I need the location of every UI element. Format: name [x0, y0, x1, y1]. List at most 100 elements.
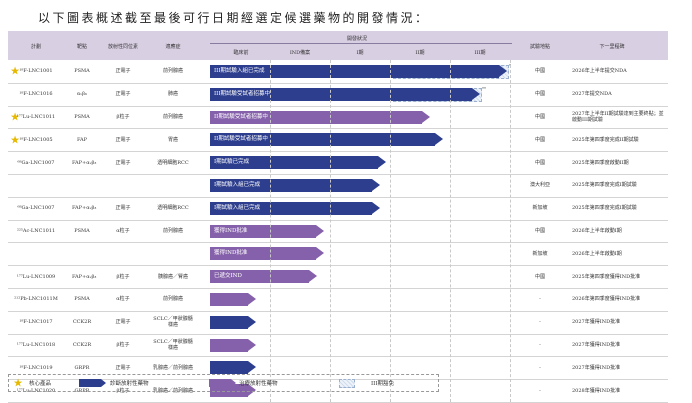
bar-label: III期試驗受試者招募中	[214, 90, 271, 97]
milestone-cell: 2027年上半年II期試驗達到主要終點；並啟動III期試驗	[572, 111, 664, 123]
region-cell: 中國	[534, 68, 546, 75]
header-phase2: II期	[415, 50, 425, 56]
target-cell: PSMA	[74, 114, 90, 120]
legend-core: 核心產品	[29, 381, 52, 387]
diagnostic-progress-bar	[210, 361, 256, 375]
therapeutic-progress-bar	[210, 338, 256, 352]
milestone-cell: 2025年第四季度啟動II期	[572, 159, 629, 166]
program-name: ¹⁷⁷Lu-LNC1020	[16, 387, 56, 394]
therapeutic-progress-bar	[210, 384, 256, 398]
therapeutic-progress-bar	[210, 292, 256, 306]
legend: ★ 核心產品 診斷放射性藥物 治療放射性藥物 III期豁免	[8, 374, 439, 392]
header-plan: 計劃	[30, 44, 42, 50]
isotope-cell: β粒子	[116, 387, 130, 394]
row-divider	[8, 82, 668, 84]
region-cell: 中國	[534, 159, 546, 166]
indication-cell: 前列腺癌	[162, 228, 183, 234]
arrow-tip-icon	[435, 133, 443, 146]
bar-label: I期試驗已完成	[214, 159, 250, 166]
indication-cell: 胰腺癌／腎癌	[157, 273, 188, 280]
region-cell: 新加坡	[532, 250, 548, 257]
diagnostic-progress-bar: I期試驗已完成	[210, 156, 386, 170]
region-cell: 澳大利亞	[529, 182, 551, 189]
row-divider	[8, 196, 668, 198]
bar-label: II期試驗受試者招募中	[214, 136, 268, 143]
core-product-star-icon: ★	[10, 133, 20, 147]
milestone-cell: 2026年第四季度獲得IND批准	[572, 296, 641, 303]
indication-cell: 透明細胞RCC	[157, 205, 189, 212]
bar-label: III期試驗入組已完成	[214, 67, 265, 74]
row-divider	[8, 105, 668, 107]
arrow-tip-icon	[309, 270, 317, 283]
arrow-tip-icon	[248, 384, 256, 397]
arrow-tip-icon	[316, 247, 324, 260]
phase-gridline	[390, 60, 391, 402]
milestone-cell: 2027年獲得IND批准	[572, 319, 621, 326]
bar-label: 已遞交IND	[214, 273, 242, 280]
row-divider	[8, 151, 668, 153]
indication-cell: 乳腺癌／前列腺癌	[152, 387, 193, 394]
arrow-tip-icon	[248, 361, 256, 374]
phase-gridline	[510, 60, 511, 402]
isotope-cell: 正電子	[115, 136, 131, 143]
indication-cell: 前列腺癌	[162, 68, 183, 75]
legend-hatch-icon	[339, 379, 355, 388]
row-divider	[8, 128, 668, 130]
program-name: ²¹²Pb-LNC1011M	[14, 296, 58, 303]
header-divider	[210, 43, 512, 44]
header-ind: IND備案	[289, 50, 311, 56]
core-product-star-icon: ★	[10, 64, 20, 78]
arrow-tip-icon	[316, 224, 324, 237]
legend-therapeutic: 治療放射性藥物	[239, 381, 278, 387]
program-name: ¹⁷⁷Lu-LNC1018	[16, 342, 56, 348]
arrow-tip-icon	[378, 156, 386, 169]
target-cell: FAP	[76, 136, 87, 143]
milestone-cell: 2025年第四季度完成I期試驗	[572, 205, 637, 212]
therapeutic-progress-bar: 獲得IND批准	[210, 224, 324, 238]
table-header	[8, 31, 668, 60]
region-cell: -	[539, 364, 541, 371]
legend-exempt: III期豁免	[371, 381, 395, 387]
bar-label: II期試驗受試者招募中	[214, 113, 268, 120]
header-phase3: III期	[474, 50, 486, 56]
row-divider	[8, 288, 668, 289]
target-cell: FAP+αᵥβ₃	[72, 159, 97, 166]
isotope-cell: α粒子	[116, 296, 130, 303]
header-region: 試驗地點	[529, 44, 551, 50]
row-divider	[8, 242, 668, 244]
row-divider	[8, 310, 668, 312]
bar-label: 獲得IND批准	[214, 227, 248, 234]
indication-cell: 透明細胞RCC	[157, 159, 189, 166]
milestone-cell: 2026年上半年啟動I期	[572, 250, 622, 257]
target-cell: FAP+αᵥβ₃	[72, 273, 97, 280]
isotope-cell: 正電子	[115, 319, 131, 326]
arrow-tip-icon	[472, 87, 480, 100]
isotope-cell: 正電子	[115, 205, 131, 212]
program-name: ¹⁸F-LNC1019	[19, 364, 53, 371]
region-cell: -	[539, 319, 541, 326]
arrow-tip-icon	[248, 292, 256, 305]
indication-cell: 肺癌	[167, 91, 178, 98]
region-cell: -	[539, 342, 541, 348]
indication-cell: 前列腺癌	[162, 114, 183, 120]
target-cell: CCK2R	[72, 342, 92, 348]
diagnostic-progress-bar: I期試驗入組已完成	[210, 201, 380, 215]
legend-star-icon: ★	[13, 376, 23, 390]
target-cell: PSMA	[74, 68, 90, 75]
row-divider	[8, 333, 668, 335]
milestone-cell: 2027年提交NDA	[572, 91, 612, 98]
program-name: ¹⁸F-LNC1005	[19, 136, 53, 143]
indication-cell: SCLC／甲狀腺髓樣癌	[153, 339, 193, 351]
program-name: ¹⁸F-LNC1001	[19, 68, 53, 75]
header-target: 靶點	[76, 44, 88, 50]
header-dev-status: 開發狀況	[346, 36, 368, 42]
target-cell: αᵥβ₆	[76, 91, 88, 98]
row-divider	[8, 174, 668, 175]
header-indication: 適應症	[165, 44, 181, 50]
indication-cell: 前列腺癌	[162, 296, 183, 303]
row-divider	[8, 379, 668, 381]
diagnostic-progress-bar: I期試驗入組已完成	[210, 178, 380, 192]
therapeutic-progress-bar: 已遞交IND	[210, 270, 317, 284]
header-next: 下一里程碑	[599, 44, 625, 50]
header-phase1: I期	[356, 50, 364, 56]
